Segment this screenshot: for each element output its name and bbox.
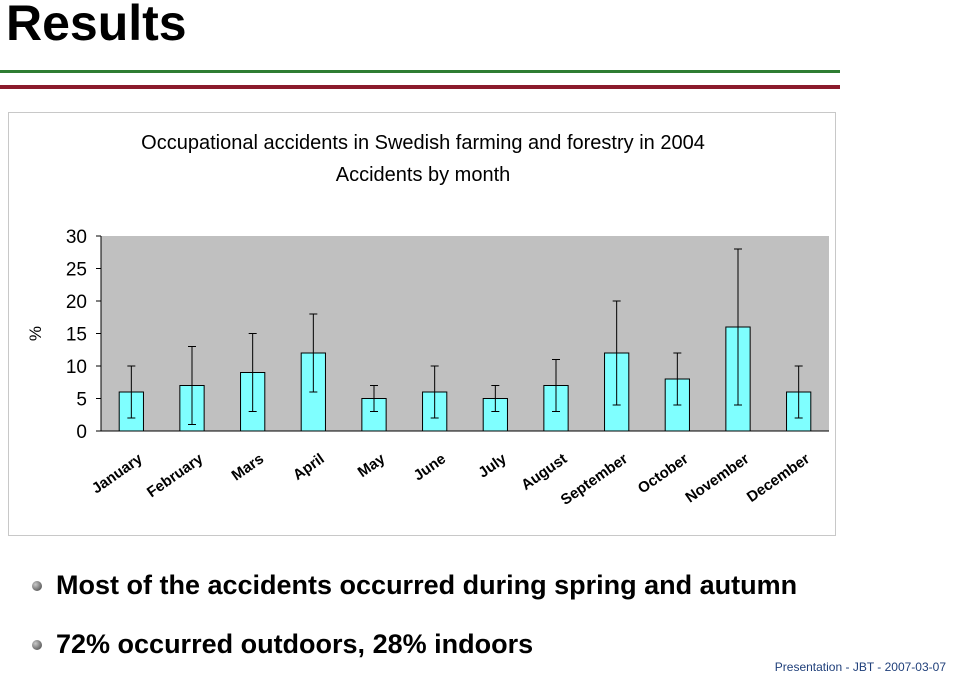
top-rule [0,70,840,73]
y-tick-label: 5 [76,390,87,411]
slide-title: Results [6,0,187,51]
x-tick-label: April [290,450,328,484]
y-tick-label: 15 [66,325,87,346]
y-tick-label: 10 [66,357,87,378]
y-tick-label: 25 [66,260,87,281]
x-tick-label: June [411,450,449,484]
plot-background [101,236,829,431]
bottom-rule [0,85,840,89]
x-tick-label: December [744,450,813,506]
y-tick-label: 20 [66,292,87,313]
x-tick-label: September [558,450,631,508]
bullet-item-2: 72% occurred outdoors, 28% indoors [32,629,533,660]
x-tick-label: February [144,450,207,501]
x-tick-label: May [355,450,389,481]
x-tick-label: July [475,450,510,482]
chart-subtitle: Accidents by month [336,164,511,186]
y-tick-label: 30 [66,227,87,248]
footer-text: Presentation - JBT - 2007-03-07 [774,660,946,674]
y-tick-label: 0 [76,422,87,443]
chart-frame: Occupational accidents in Swedish farmin… [8,112,836,536]
chart-title: Occupational accidents in Swedish farmin… [141,132,705,154]
bullet-icon [32,580,42,591]
y-axis-label: % [26,326,45,341]
chart: Occupational accidents in Swedish farmin… [26,132,829,509]
bullet-text-2: 72% occurred outdoors, 28% indoors [56,629,534,659]
x-tick-label: October [635,450,692,497]
x-tick-label: Mars [229,450,267,484]
bullet-item-1: Most of the accidents occurred during sp… [32,570,797,601]
bullet-icon [32,639,42,650]
x-tick-label: January [89,450,146,497]
x-tick-label: August [518,450,570,494]
x-tick-label: November [682,450,752,506]
bullet-text-1: Most of the accidents occurred during sp… [56,570,798,600]
